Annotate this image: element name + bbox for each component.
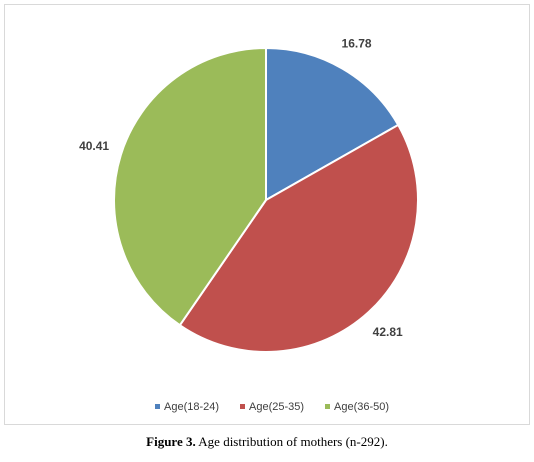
legend-swatch — [155, 404, 160, 409]
pie-slice — [265, 46, 400, 202]
data-label: 16.78 — [342, 37, 372, 51]
legend-label: Age(36-50) — [334, 401, 389, 413]
legend-label: Age(25-35) — [249, 401, 304, 413]
pie-slice — [178, 123, 419, 353]
caption-text: Age distribution of mothers (n-292). — [198, 434, 388, 449]
pie-slice — [113, 46, 267, 327]
legend-swatch — [240, 404, 245, 409]
data-label: 42.81 — [373, 325, 403, 339]
legend-swatch — [325, 404, 330, 409]
legend-label: Age(18-24) — [164, 401, 219, 413]
data-label: 40.41 — [79, 139, 109, 153]
caption: Figure 3. Age distribution of mothers (n… — [146, 434, 388, 449]
caption-label: Figure 3. — [146, 434, 196, 449]
